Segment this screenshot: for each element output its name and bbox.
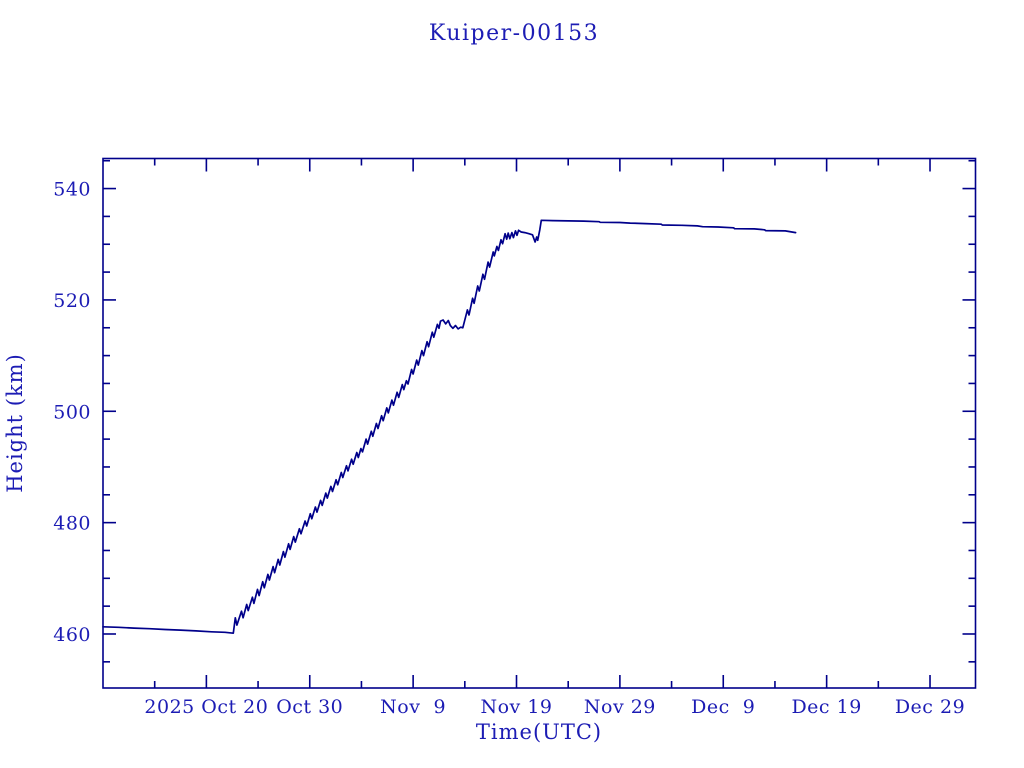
x-tick-label: Nov 9 bbox=[380, 696, 446, 718]
height-series bbox=[102, 219, 797, 635]
y-tick-label: 460 bbox=[53, 624, 91, 646]
y-tick-label: 520 bbox=[53, 290, 91, 312]
axis-ticks bbox=[103, 158, 976, 688]
x-tick-label: Nov 29 bbox=[584, 696, 656, 718]
x-tick-label: Oct 30 bbox=[276, 696, 343, 718]
x-tick-label: Dec 29 bbox=[895, 696, 965, 718]
x-tick-label: Dec 9 bbox=[691, 696, 755, 718]
y-tick-label: 480 bbox=[53, 513, 91, 535]
height-series-line bbox=[102, 219, 797, 635]
plot-border bbox=[102, 157, 977, 689]
x-axis-title: Time(UTC) bbox=[476, 720, 602, 744]
y-tick-label: 500 bbox=[53, 401, 91, 423]
chart-title: Kuiper-00153 bbox=[429, 21, 599, 46]
y-axis-title: Height (km) bbox=[3, 353, 27, 493]
x-tick-label: Dec 19 bbox=[791, 696, 861, 718]
x-tick-label: Nov 19 bbox=[480, 696, 552, 718]
x-tick-label: 2025 Oct 20 bbox=[144, 696, 268, 718]
plot-border-rect bbox=[102, 157, 977, 689]
axis-tick-labels: 2025 Oct 20 Oct 30 Nov 9 Nov 19 Nov 29 Dec 9 D… bbox=[53, 179, 965, 718]
y-tick-label: 540 bbox=[53, 179, 91, 201]
